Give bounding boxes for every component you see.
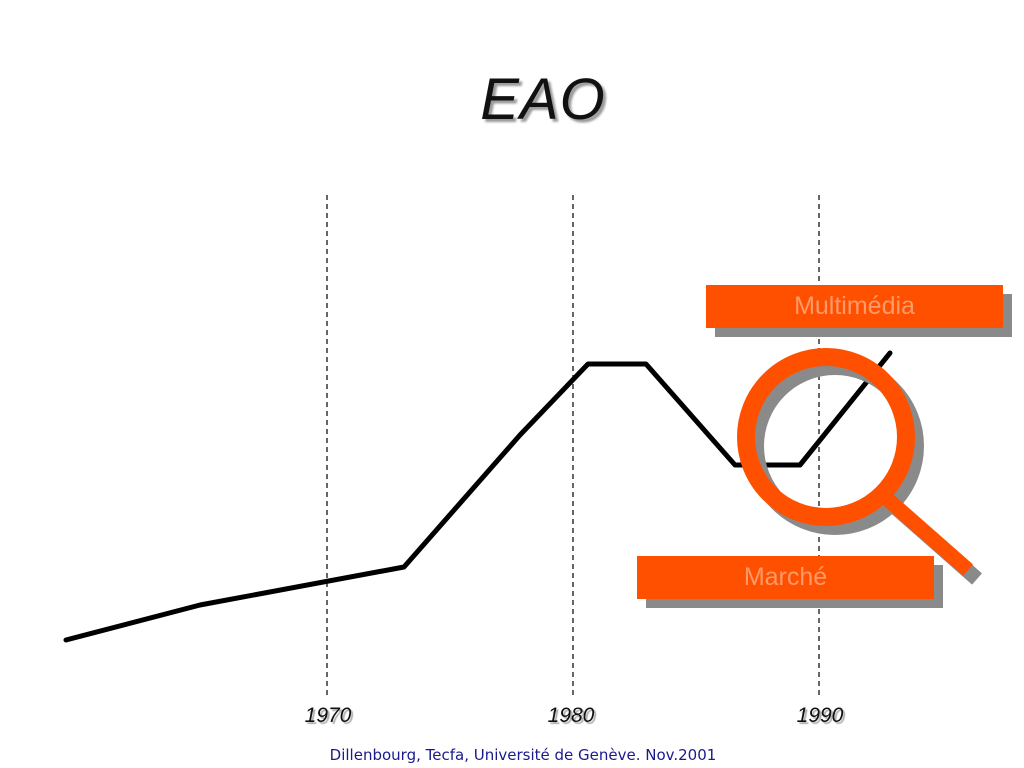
slide-title: EAO (480, 67, 606, 132)
year-label-1970: 1970 (304, 704, 352, 727)
multimedia-label: Multimédia (706, 285, 1003, 328)
trend-line (63, 350, 893, 643)
year-label-1990: 1990 (796, 704, 844, 727)
magnifying-glass-icon (737, 348, 973, 576)
market-label: Marché (637, 556, 934, 599)
year-label-1980: 1980 (547, 704, 595, 727)
slide-footer: Dillenbourg, Tecfa, Université de Genève… (329, 746, 717, 764)
